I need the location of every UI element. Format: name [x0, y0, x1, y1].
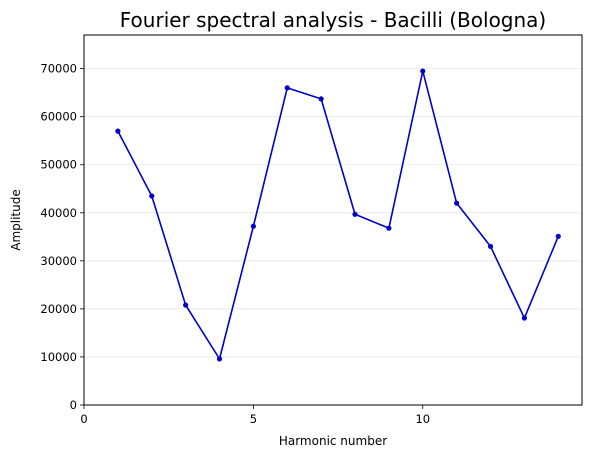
series-line-0: [117, 70, 560, 360]
data-point-2: [149, 193, 155, 199]
y-tick-label-0: 0: [70, 398, 77, 412]
y-tick-label-5: 50000: [40, 158, 77, 172]
y-tick-label-6: 60000: [40, 110, 77, 124]
grid-layer: [84, 68, 582, 358]
data-point-5: [250, 223, 256, 229]
data-point-7: [318, 96, 324, 102]
y-tick-label-7: 70000: [40, 62, 77, 76]
data-point-13: [521, 315, 528, 321]
chart-title: Fourier spectral analysis - Bacilli (Bol…: [120, 8, 546, 32]
data-point-6: [284, 85, 290, 91]
y-axis-label: Amplitude: [9, 189, 23, 251]
plot-frame: [83, 34, 583, 406]
y-axis-ticks: 0 10000 20000 30000 40000 50000 60000 70000: [40, 62, 84, 412]
x-axis-label: Harmonic number: [279, 434, 387, 448]
data-point-3: [183, 302, 189, 308]
data-point-8: [352, 211, 358, 217]
y-tick-label-3: 30000: [40, 254, 77, 268]
data-point-11: [454, 200, 460, 206]
data-point-4: [216, 356, 223, 362]
data-point-10: [420, 68, 426, 74]
x-tick-label-0: 0: [80, 412, 87, 426]
x-tick-label-1: 5: [250, 412, 257, 426]
data-point-9: [386, 225, 392, 231]
data-point-1: [115, 128, 121, 134]
x-tick-label-2: 10: [415, 412, 430, 426]
x-axis-ticks: 0 5 10: [80, 405, 430, 426]
data-point-12: [487, 243, 494, 250]
y-tick-label-4: 40000: [40, 206, 77, 220]
series-layer: [115, 68, 561, 362]
data-point-14: [555, 233, 561, 239]
y-tick-label-2: 20000: [40, 302, 77, 316]
y-tick-label-1: 10000: [40, 350, 77, 364]
